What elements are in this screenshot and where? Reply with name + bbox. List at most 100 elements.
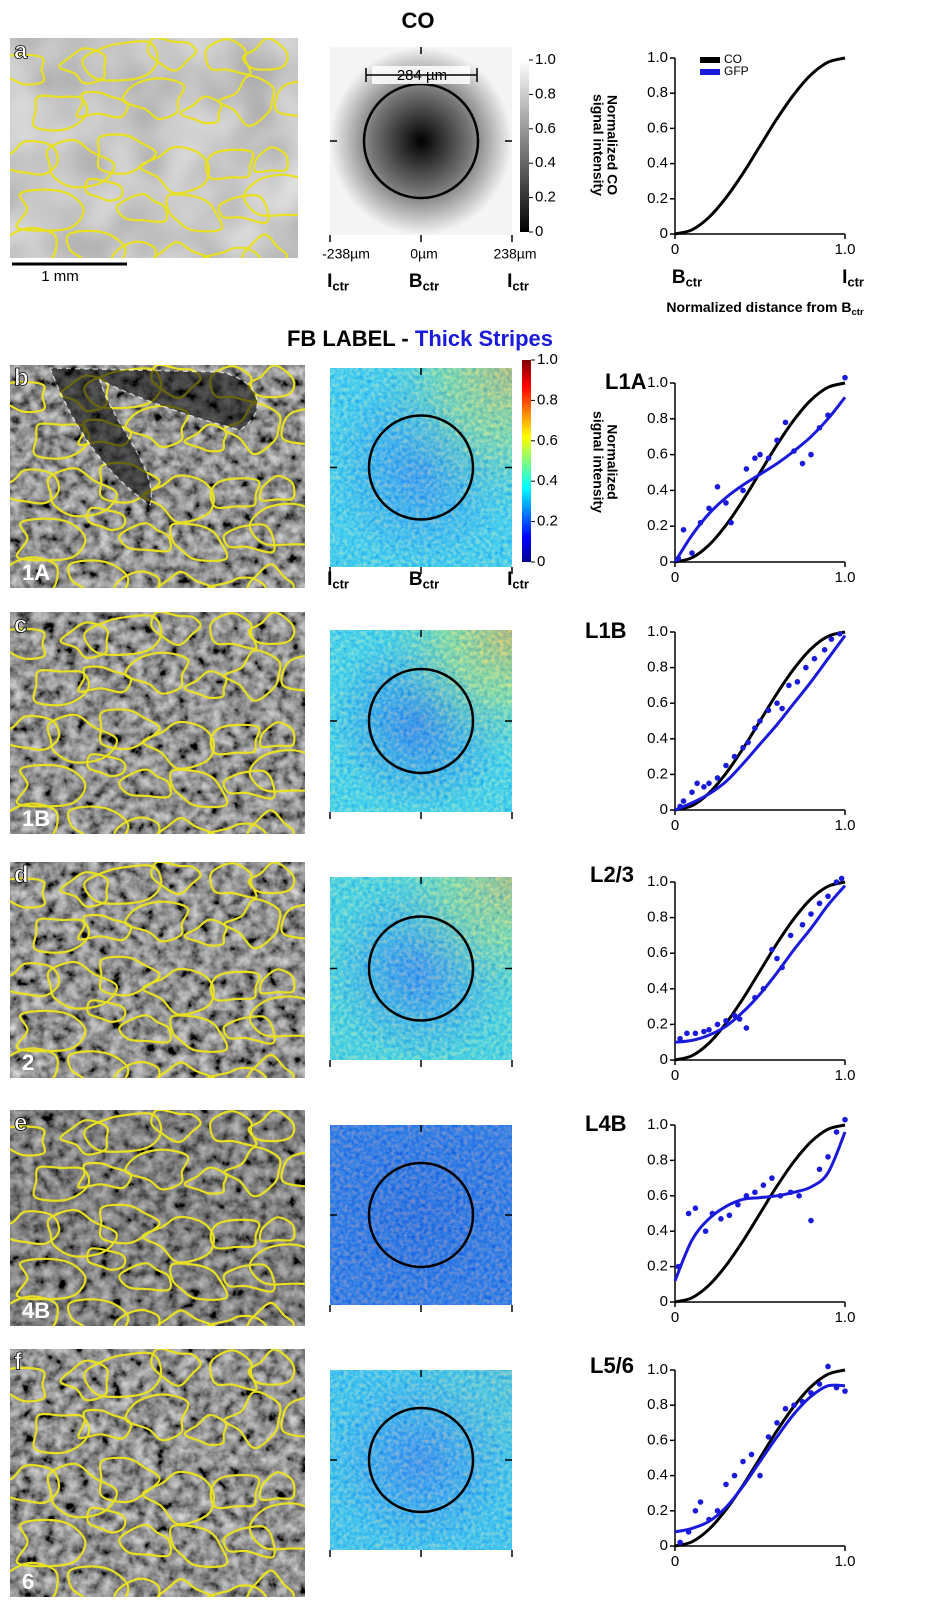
data-point: [685, 1210, 692, 1217]
co-blob-outline: [223, 649, 282, 702]
blob-circle: [367, 667, 475, 775]
co-blob-outline: [118, 1014, 172, 1044]
section-title-prefix: FB LABEL -: [287, 326, 415, 351]
y-tick-label: 0.8: [647, 659, 668, 676]
co-blob-outline: [179, 95, 223, 125]
anchor-label-sub: ctr: [332, 279, 349, 294]
data-point: [675, 555, 682, 562]
co-blob-outline: [15, 1009, 87, 1053]
co-blob-outline: [59, 1359, 109, 1402]
y-tick-label: 0.6: [647, 1187, 668, 1204]
colorbar-tick-label: 0.8: [535, 85, 556, 102]
image-panel: [10, 1110, 305, 1326]
co-blob-outline: [183, 670, 228, 700]
data-point: [723, 1018, 729, 1024]
heatmap-noise: [330, 877, 512, 1060]
data-point: [677, 1035, 683, 1042]
data-point: [748, 1451, 755, 1458]
data-point: [677, 803, 683, 810]
co-blob-outline: [110, 240, 158, 258]
heatmap-noise: [330, 368, 512, 567]
blob-circle: [367, 1161, 475, 1269]
co-blob-outline: [32, 1412, 91, 1455]
data-point: [735, 1201, 741, 1208]
data-point: [808, 911, 814, 917]
data-point: [701, 1028, 707, 1035]
co-blob-outline: [223, 1390, 282, 1450]
legend-swatch: [700, 69, 720, 75]
data-point: [833, 1384, 840, 1391]
co-blob-outline: [138, 145, 211, 195]
co-blob-outline: [183, 918, 228, 947]
colorbar-title: Normalized: [604, 424, 620, 499]
y-tick-label: 0.8: [647, 84, 668, 101]
chart-title: L5/6: [590, 1353, 634, 1378]
co-blob-outline: [209, 1218, 261, 1250]
series-line: [674, 1368, 846, 1548]
y-tick-label: 0.6: [647, 1431, 668, 1448]
co-blob-outline: [46, 1208, 118, 1258]
anchor-label: Ictr: [507, 271, 529, 294]
distance-label: 0µm: [410, 246, 438, 262]
panel-letter: a: [14, 37, 28, 64]
data-point: [774, 700, 780, 706]
co-blob-outline: [96, 133, 158, 175]
data-point: [782, 1405, 789, 1412]
image-panel: [10, 612, 305, 834]
co-blob-outline: [206, 822, 268, 834]
co-blob-outline: [222, 769, 276, 800]
data-point: [816, 1166, 823, 1173]
co-blob-outline: [10, 802, 59, 834]
y-tick-label: 0.2: [647, 190, 668, 207]
data-point: [786, 682, 792, 689]
data-point: [774, 955, 780, 962]
co-blob-outline: [246, 1569, 295, 1597]
co-blob-outline: [10, 380, 47, 414]
data-point: [837, 630, 843, 637]
heatmap: [329, 1125, 513, 1312]
y-tick-label: 0.2: [647, 1258, 668, 1275]
y-tick-label: 0.2: [647, 517, 668, 534]
x-anchor-label-sub: ctr: [847, 275, 864, 290]
data-point: [714, 1508, 721, 1514]
co-blob-outline: [10, 962, 61, 998]
co-blob-outline: [10, 1366, 47, 1403]
x-tick-label: 0: [671, 241, 679, 258]
data-point: [774, 437, 780, 444]
data-point: [757, 718, 763, 724]
co-blob-outline: [240, 233, 289, 258]
y-tick-label: 1.0: [647, 1361, 668, 1378]
layer-label: 1B: [22, 806, 50, 831]
data-point: [689, 789, 695, 795]
series-line: [674, 880, 846, 1062]
x-anchor-label: Bctr: [672, 267, 702, 290]
y-tick-label: 0.4: [647, 155, 668, 172]
co-blob-outline: [156, 1577, 216, 1597]
data-point: [677, 1539, 683, 1546]
co-blob-outline: [15, 517, 87, 562]
anchor-label-sub: ctr: [423, 279, 440, 294]
heatmap: [329, 630, 513, 819]
co-blob-outline: [10, 1125, 47, 1157]
co-blob-outline: [15, 188, 85, 232]
co-blob-outline: [152, 240, 211, 258]
data-point: [821, 647, 828, 653]
co-blob-outline: [169, 1262, 229, 1301]
x-anchor-label-main: I: [842, 267, 847, 288]
data-point: [718, 1216, 724, 1222]
data-point: [808, 1390, 814, 1396]
y-tick-label: 0.4: [647, 1467, 668, 1484]
data-point: [799, 1398, 806, 1405]
co-blob-outline: [46, 467, 118, 518]
co-blob-outline: [81, 40, 159, 82]
co-blob-outline: [86, 1506, 127, 1534]
y-tick-label: 0.8: [647, 1396, 668, 1413]
co-blob-outline: [247, 612, 296, 646]
data-point: [752, 994, 758, 1001]
co-blob-outline: [124, 900, 190, 943]
blob-circle: [367, 1406, 475, 1514]
anchor-label-main: I: [507, 271, 512, 292]
y-tick-label: 0.4: [647, 1222, 668, 1239]
anchor-label-sub: ctr: [332, 577, 349, 592]
heatmap-noise: [330, 630, 512, 812]
